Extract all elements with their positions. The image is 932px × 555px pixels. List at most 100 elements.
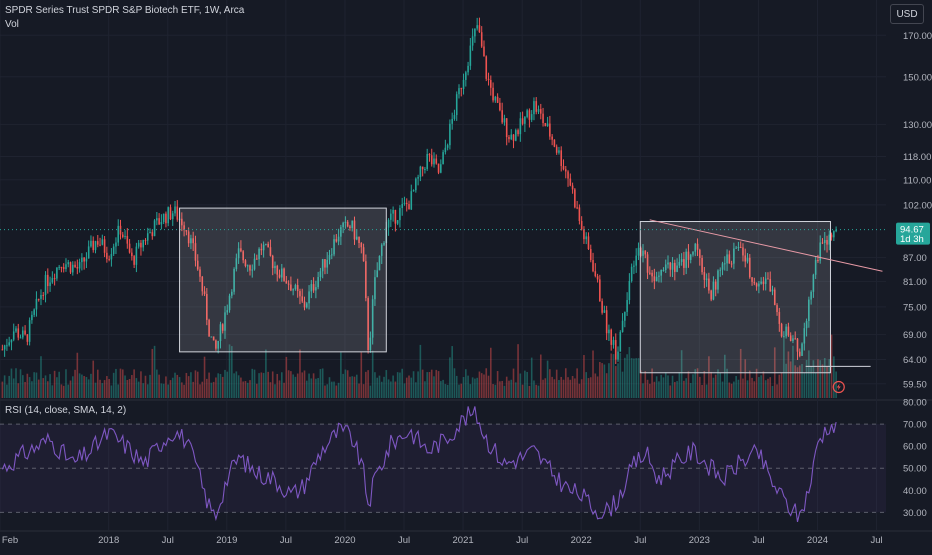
volume-bar	[71, 376, 74, 398]
candle-body	[739, 246, 742, 248]
volume-bar	[544, 378, 547, 398]
range-rectangle-1	[179, 207, 387, 353]
volume-legend[interactable]: Vol	[5, 19, 19, 30]
candle-body	[758, 283, 760, 287]
volume-bar	[551, 376, 553, 398]
candle-body	[258, 248, 260, 260]
volume-bar	[735, 376, 737, 398]
volume-bar	[85, 376, 88, 398]
volume-bar	[469, 384, 472, 398]
candle-body	[137, 242, 140, 247]
volume-bar	[35, 372, 38, 398]
rsi-legend[interactable]: RSI (14, close, SMA, 14, 2)	[5, 405, 127, 416]
candle-body	[249, 265, 251, 271]
time-tick-label: Jul	[162, 535, 174, 546]
candle-body	[478, 25, 481, 33]
volume-bar	[231, 346, 233, 398]
candle-body	[256, 258, 258, 260]
volume-bar	[510, 379, 513, 398]
candle-body	[773, 289, 776, 306]
candle-body	[776, 305, 778, 313]
candle-body	[826, 240, 828, 245]
volume-bar	[596, 376, 599, 398]
volume-bar	[271, 371, 274, 398]
volume-bar	[351, 376, 354, 398]
candle-body	[719, 269, 722, 271]
candle-body	[462, 79, 465, 89]
candle-body	[476, 25, 478, 29]
candle-body	[446, 145, 449, 148]
volume-bar	[646, 379, 649, 398]
drawings[interactable]	[0, 207, 886, 394]
volume-bar	[301, 372, 304, 398]
candle-body	[828, 234, 831, 245]
volume-bar	[689, 383, 692, 398]
volume-bar	[787, 351, 790, 398]
candle-body	[762, 281, 765, 284]
volume-bar	[826, 365, 828, 398]
candle-body	[22, 330, 24, 338]
time-axis[interactable]: Feb 2018 Jul 2019 Jul 2020 Jul 2021 Jul 2022 Jul 20…	[2, 535, 883, 546]
volume-bar	[365, 371, 367, 398]
volume-bar	[744, 359, 747, 398]
volume-bar	[151, 348, 154, 398]
volume-bar	[103, 380, 106, 398]
candle-body	[233, 268, 235, 292]
volume-bar	[501, 380, 503, 398]
volume-bar	[378, 375, 381, 398]
candle-body	[240, 248, 242, 252]
candle-body	[383, 242, 385, 245]
candle-body	[778, 312, 781, 324]
volume-bar	[471, 377, 474, 398]
candle-body	[594, 271, 597, 277]
volume-bar	[96, 369, 99, 398]
volume-bar	[24, 381, 26, 398]
time-tick-label: 2018	[98, 535, 119, 546]
volume-bar	[92, 360, 95, 398]
volume-bar	[517, 344, 519, 398]
candle-body	[635, 255, 637, 266]
candle-body	[726, 254, 728, 264]
volume-bar	[505, 376, 508, 398]
candle-body	[303, 301, 306, 308]
volume-bar	[133, 369, 135, 398]
symbol-title[interactable]: SPDR Series Trust SPDR S&P Biotech ETF, …	[5, 5, 245, 16]
volume-bar	[326, 384, 329, 398]
candle-body	[96, 241, 99, 245]
candle-body	[603, 310, 606, 313]
candle-body	[674, 262, 676, 272]
currency-button[interactable]: USD	[890, 4, 924, 24]
candle-body	[208, 319, 210, 337]
candle-body	[265, 243, 267, 245]
volume-bar	[362, 384, 365, 398]
volume-bar	[340, 352, 342, 398]
candle-body	[33, 309, 35, 315]
candle-body	[340, 227, 342, 237]
candle-body	[296, 285, 299, 292]
volume-bar	[492, 384, 494, 398]
volume-bar	[592, 350, 594, 398]
candle-body	[628, 281, 631, 301]
volume-bar	[201, 381, 204, 398]
volume-bar	[578, 383, 581, 398]
volume-bar	[106, 376, 108, 398]
candle-body	[280, 268, 283, 278]
price-axis[interactable]: 170.00 150.00 130.00 118.00 110.00 102.00 87.0…	[896, 31, 932, 519]
price-tick-label: 87.00	[903, 253, 927, 264]
volume-bar	[226, 371, 229, 398]
volume-bar	[612, 354, 615, 398]
candle-body	[401, 203, 403, 209]
candle-body	[692, 251, 694, 255]
candle-body	[505, 118, 508, 138]
candle-body	[810, 291, 812, 300]
volume-bar	[440, 381, 442, 398]
volume-bars	[1, 334, 837, 398]
volume-bar	[496, 371, 499, 398]
lightning-icon	[832, 380, 845, 394]
volume-bar	[651, 368, 653, 398]
volume-bar	[760, 375, 762, 398]
candle-body	[28, 320, 31, 342]
volume-bar	[801, 364, 803, 398]
